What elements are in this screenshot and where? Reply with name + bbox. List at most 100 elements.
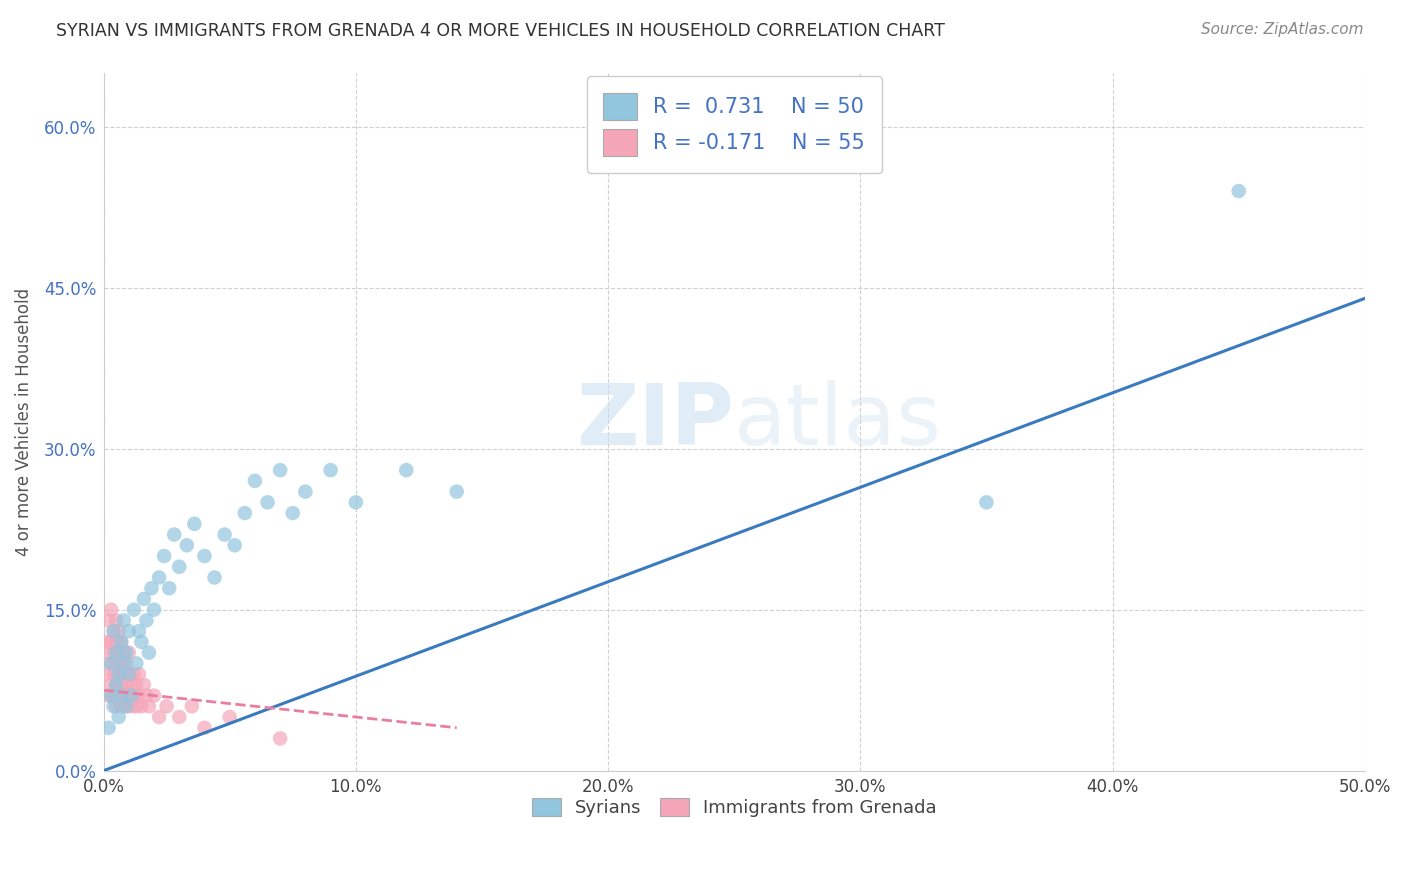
Point xyxy=(135,689,157,703)
Point xyxy=(281,506,304,520)
Point xyxy=(204,570,226,584)
Point xyxy=(112,667,135,681)
Point xyxy=(269,463,291,477)
Point xyxy=(105,678,128,692)
Point xyxy=(446,484,468,499)
Point xyxy=(218,710,240,724)
Point xyxy=(294,484,316,499)
Point xyxy=(156,699,179,714)
Point xyxy=(125,657,148,671)
Point xyxy=(103,699,125,714)
Point xyxy=(120,678,142,692)
Point xyxy=(97,646,120,660)
Point xyxy=(163,527,186,541)
Point xyxy=(112,657,135,671)
Point xyxy=(138,699,160,714)
Point xyxy=(105,614,128,628)
Point xyxy=(183,516,205,531)
Legend: Syrians, Immigrants from Grenada: Syrians, Immigrants from Grenada xyxy=(524,790,943,824)
Point xyxy=(167,710,190,724)
Point xyxy=(103,624,125,639)
Text: SYRIAN VS IMMIGRANTS FROM GRENADA 4 OR MORE VEHICLES IN HOUSEHOLD CORRELATION CH: SYRIAN VS IMMIGRANTS FROM GRENADA 4 OR M… xyxy=(56,22,945,40)
Point xyxy=(243,474,266,488)
Point xyxy=(94,667,117,681)
Point xyxy=(125,678,148,692)
Point xyxy=(193,549,215,563)
Point xyxy=(120,689,142,703)
Point xyxy=(100,657,122,671)
Point xyxy=(1227,184,1250,198)
Point xyxy=(118,646,141,660)
Point xyxy=(132,678,155,692)
Point xyxy=(94,635,117,649)
Point xyxy=(107,667,129,681)
Point xyxy=(128,689,150,703)
Point xyxy=(107,667,129,681)
Point xyxy=(131,699,153,714)
Point xyxy=(115,699,138,714)
Point xyxy=(167,559,190,574)
Point xyxy=(131,635,153,649)
Point xyxy=(103,646,125,660)
Point xyxy=(125,699,148,714)
Point xyxy=(148,570,170,584)
Point xyxy=(135,614,157,628)
Point xyxy=(976,495,998,509)
Point xyxy=(97,689,120,703)
Point xyxy=(110,699,132,714)
Point xyxy=(157,581,180,595)
Text: Source: ZipAtlas.com: Source: ZipAtlas.com xyxy=(1201,22,1364,37)
Point xyxy=(100,602,122,616)
Point xyxy=(105,657,128,671)
Point xyxy=(143,689,166,703)
Point xyxy=(122,602,145,616)
Point xyxy=(110,689,132,703)
Point xyxy=(110,678,132,692)
Point xyxy=(107,710,129,724)
Point xyxy=(214,527,236,541)
Point xyxy=(120,699,142,714)
Point xyxy=(115,646,138,660)
Point xyxy=(112,614,135,628)
Point xyxy=(103,624,125,639)
Point xyxy=(233,506,256,520)
Point xyxy=(103,667,125,681)
Point xyxy=(118,667,141,681)
Point xyxy=(256,495,278,509)
Point xyxy=(319,463,342,477)
Point xyxy=(107,646,129,660)
Point xyxy=(110,657,132,671)
Point xyxy=(269,731,291,746)
Point xyxy=(107,689,129,703)
Text: atlas: atlas xyxy=(734,380,942,463)
Point xyxy=(395,463,418,477)
Point xyxy=(112,646,135,660)
Point xyxy=(110,635,132,649)
Point xyxy=(100,689,122,703)
Point xyxy=(118,667,141,681)
Point xyxy=(115,678,138,692)
Point xyxy=(122,667,145,681)
Text: ZIP: ZIP xyxy=(576,380,734,463)
Point xyxy=(105,699,128,714)
Point xyxy=(118,624,141,639)
Point xyxy=(105,678,128,692)
Point xyxy=(110,635,132,649)
Point xyxy=(122,689,145,703)
Point xyxy=(100,678,122,692)
Point xyxy=(141,581,163,595)
Point xyxy=(128,667,150,681)
Point xyxy=(97,614,120,628)
Point xyxy=(103,689,125,703)
Point xyxy=(105,635,128,649)
Point xyxy=(118,689,141,703)
Point xyxy=(148,710,170,724)
Point xyxy=(97,721,120,735)
Point xyxy=(112,689,135,703)
Point xyxy=(115,699,138,714)
Y-axis label: 4 or more Vehicles in Household: 4 or more Vehicles in Household xyxy=(15,288,32,556)
Point xyxy=(153,549,176,563)
Point xyxy=(107,624,129,639)
Point xyxy=(105,646,128,660)
Point xyxy=(176,538,198,552)
